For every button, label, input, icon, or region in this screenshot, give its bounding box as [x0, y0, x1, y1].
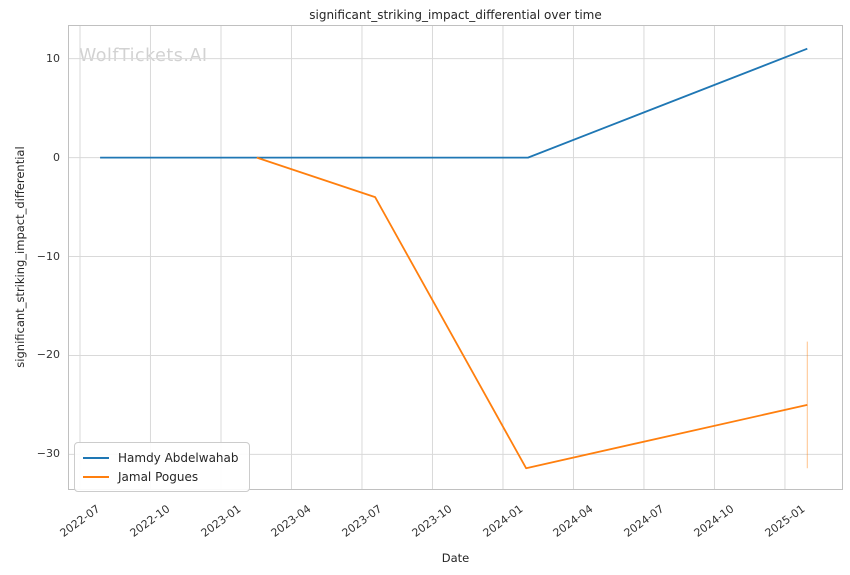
y-tick-label: −20 [36, 348, 60, 362]
watermark: WolfTickets.AI [79, 46, 208, 66]
x-tick-label: 2024-07 [621, 502, 667, 540]
plot-area [68, 25, 843, 490]
legend-label: Jamal Pogues [118, 469, 199, 484]
legend-entry: Jamal Pogues [83, 467, 239, 486]
y-tick-label: −10 [36, 249, 60, 263]
x-tick-label: 2024-10 [692, 502, 737, 540]
y-tick-label: 10 [46, 51, 60, 65]
plot-border [68, 25, 843, 490]
legend-label: Hamdy Abdelwahab [118, 450, 239, 465]
legend-line-swatch [83, 456, 109, 459]
legend-line-swatch [83, 475, 109, 478]
x-tick-label: 2023-10 [410, 502, 455, 540]
series-line [256, 156, 808, 470]
x-tick-label: 2022-10 [128, 502, 173, 540]
x-tick-label: 2023-07 [339, 502, 385, 540]
y-tick-label: 0 [53, 150, 60, 164]
x-tick-label: 2024-04 [551, 502, 596, 540]
x-tick-label: 2025-01 [762, 502, 808, 540]
x-tick-label: 2023-04 [269, 502, 314, 540]
x-tick-label: 2024-01 [480, 502, 526, 540]
x-axis-label: Date [441, 551, 470, 565]
series-line [100, 47, 808, 159]
legend-entry: Hamdy Abdelwahab [83, 448, 239, 467]
y-tick-label: −30 [36, 447, 60, 461]
chart-title: significant_striking_impact_differential… [309, 8, 602, 22]
legend: Hamdy Abdelwahab Jamal Pogues [74, 442, 250, 492]
x-tick-label: 2022-07 [57, 502, 103, 540]
x-tick-label: 2023-01 [198, 502, 244, 540]
